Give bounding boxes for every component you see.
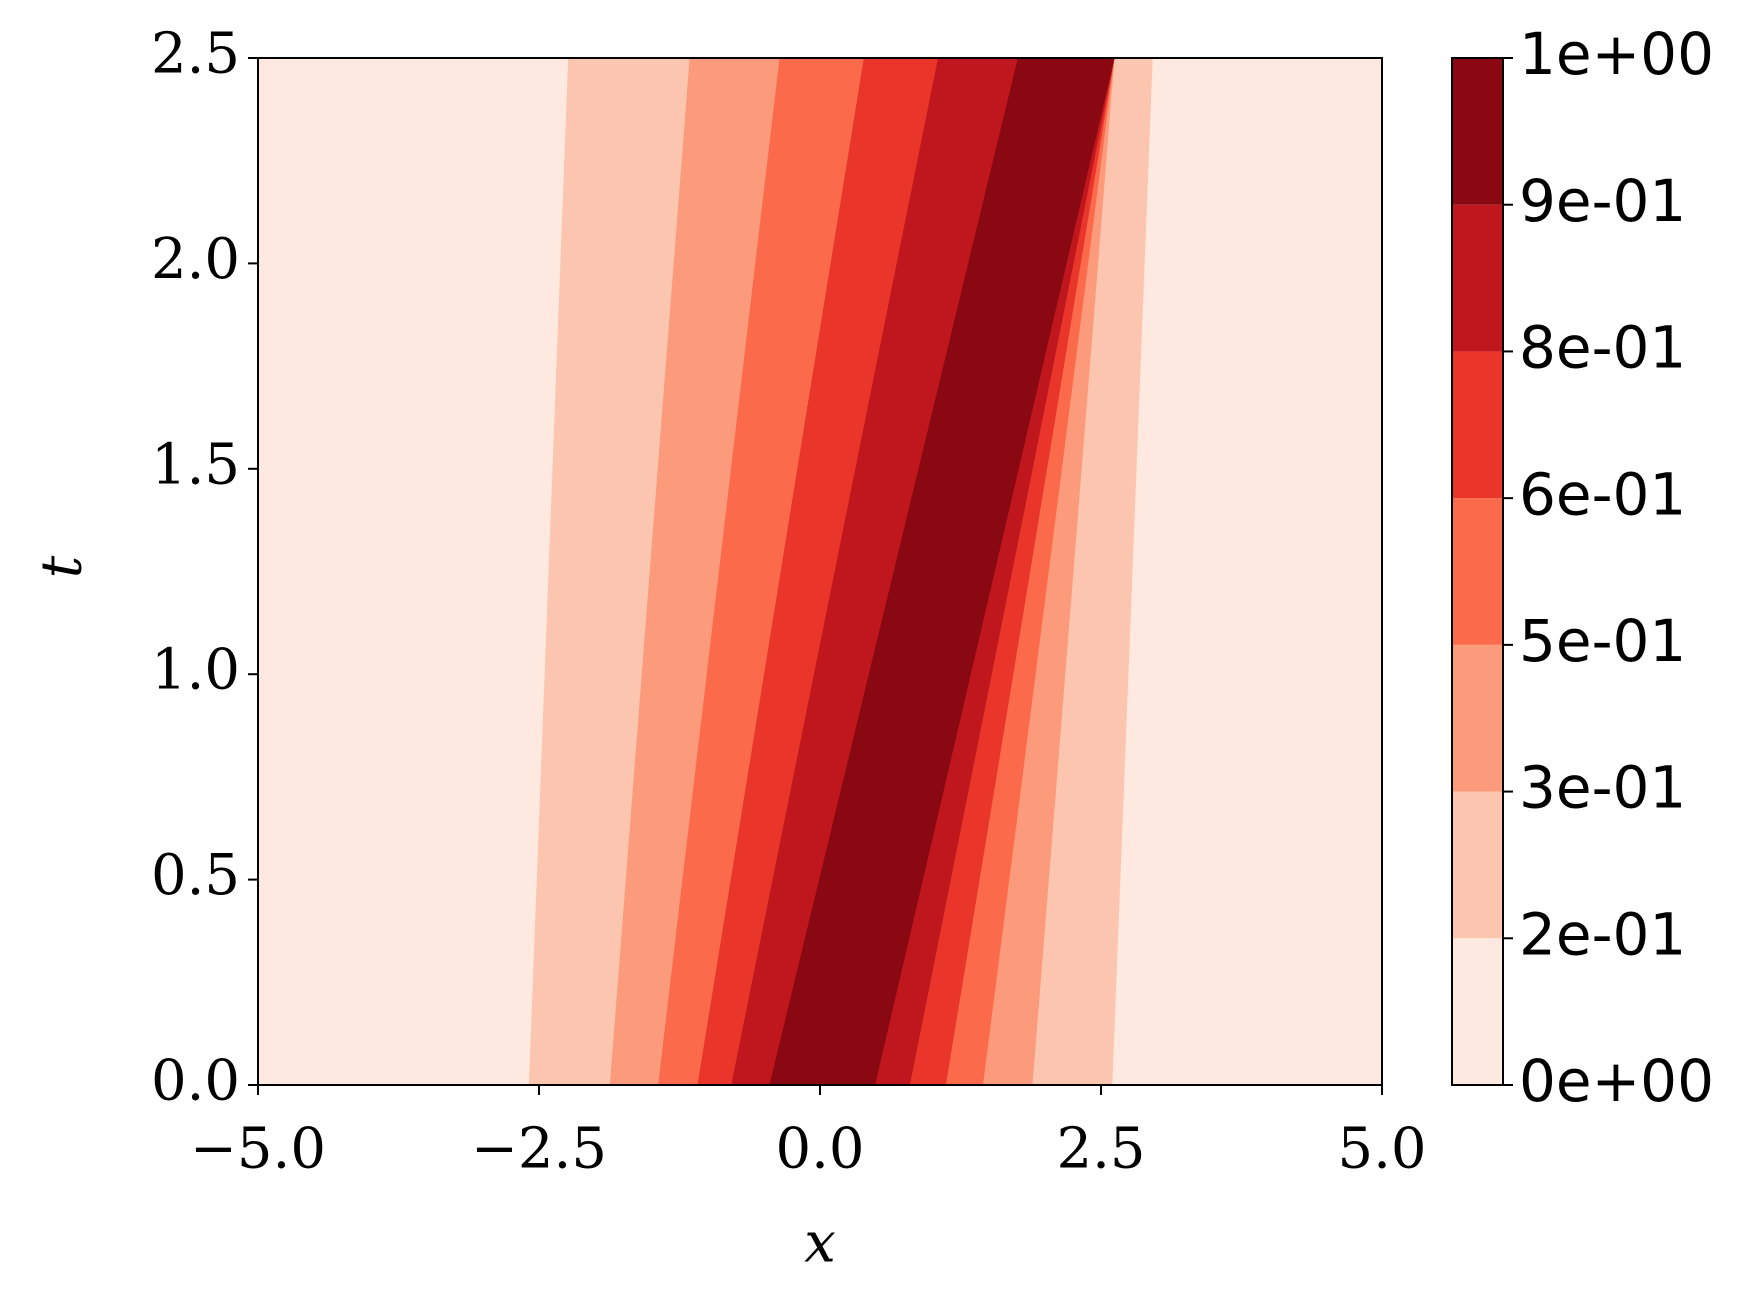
y-tick-label: 2.5 xyxy=(151,22,240,87)
colorbar-tick-label: 8e-01 xyxy=(1519,314,1686,382)
y-tick-label: 0.0 xyxy=(151,1049,240,1114)
colorbar-frame xyxy=(1451,57,1504,1086)
plot-area xyxy=(258,58,1382,1085)
y-tick-label: 0.5 xyxy=(151,843,240,908)
y-tick-label: 2.0 xyxy=(151,227,240,292)
x-tick-label: 5.0 xyxy=(1337,1117,1426,1182)
contour-band xyxy=(769,58,1115,1085)
colorbar-tick-label: 0e+00 xyxy=(1519,1047,1714,1115)
colorbar-band xyxy=(1452,204,1503,352)
colorbar-tick-label: 5e-01 xyxy=(1519,607,1686,675)
colorbar-band xyxy=(1452,791,1503,939)
colorbar-tick-label: 6e-01 xyxy=(1519,460,1686,528)
y-tick-label: 1.0 xyxy=(151,638,240,703)
colorbar-band xyxy=(1452,58,1503,205)
x-axis-label: x xyxy=(804,1211,836,1276)
colorbar-band xyxy=(1452,351,1503,499)
colorbar-tick-label: 3e-01 xyxy=(1519,754,1686,822)
x-tick-label: 2.5 xyxy=(1056,1117,1145,1182)
colorbar-band xyxy=(1452,644,1503,792)
colorbar-tick-label: 9e-01 xyxy=(1519,167,1686,235)
x-tick-label: 0.0 xyxy=(775,1117,864,1182)
y-axis-label: t xyxy=(30,555,95,578)
x-tick-label: −2.5 xyxy=(471,1117,607,1182)
y-tick-label: 1.5 xyxy=(151,432,240,497)
x-tick-label: −5.0 xyxy=(190,1117,326,1182)
colorbar-tick-label: 2e-01 xyxy=(1519,900,1686,968)
colorbar-band xyxy=(1452,938,1503,1085)
colorbar-band xyxy=(1452,498,1503,645)
colorbar-tick-label: 1e+00 xyxy=(1519,20,1714,88)
